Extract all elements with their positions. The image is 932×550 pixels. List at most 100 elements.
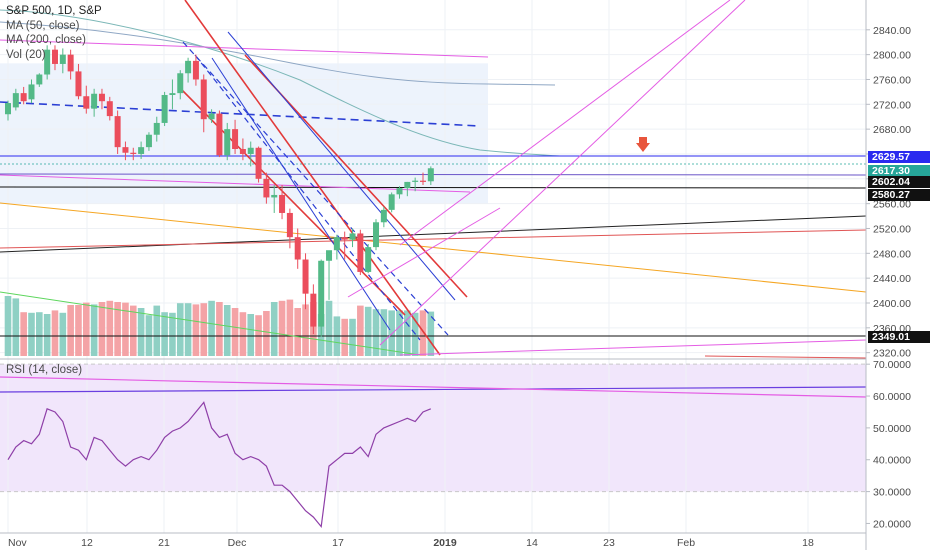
volume-bar [247,314,255,356]
volume-bar [153,305,161,356]
candle [232,119,239,154]
volume-bar [349,318,356,356]
y-tick-label: 2760.00 [873,74,911,86]
volume-bar [20,312,27,356]
volume-bar [404,310,411,356]
volume-bar [223,305,231,356]
candle-body [12,93,19,108]
volume-bar [59,312,67,356]
candle [412,177,419,192]
candle-body [286,212,293,238]
candle-body [5,103,11,115]
candle [333,234,340,260]
candle [153,116,160,142]
x-tick-label: 12 [81,537,93,549]
trendline [0,174,471,193]
candle [130,147,137,161]
candle [318,259,325,337]
candle-body [161,94,168,123]
candlestick-series [5,45,434,337]
candle [36,73,43,87]
volume-bar [239,312,247,356]
candle [91,88,98,117]
volume-bar [122,302,129,356]
ma200-line [0,21,556,86]
rsi-tick-label: 50.0000 [873,423,911,435]
candle [192,54,199,86]
volume-bar [200,303,208,356]
candle [365,244,372,274]
volume-bar [278,300,286,356]
volume-bar [137,308,145,356]
volume-bar [357,305,364,356]
volume-bar [263,311,270,356]
y-tick-label: 2400.00 [873,298,911,310]
candle-body [28,84,35,100]
rsi-tick-label: 60.0000 [873,391,911,403]
down-arrow-marker [639,137,647,144]
candle-body [271,194,278,198]
candle-body [294,237,301,260]
candle-body [412,180,419,182]
x-tick-label: 23 [603,537,615,549]
candle-body [349,233,356,240]
volume-bar [169,312,176,356]
candle [145,132,152,151]
candle [396,186,403,199]
trendline [704,355,867,359]
ma50-label: MA (50, close) [6,19,80,32]
y-tick-label: 2720.00 [873,99,911,111]
trendline [399,339,867,356]
candle-body [373,222,380,248]
candle-body [388,194,395,210]
volume-bar [36,312,43,356]
volume-bar [388,310,395,356]
volume-bar [114,302,121,356]
candle [255,146,262,183]
volume-bar [325,300,333,356]
candle-body [36,74,43,85]
volume-label: Vol (20) [6,48,46,61]
rsi-trendline [0,376,867,398]
candle-body [318,260,325,327]
trendline [0,291,421,356]
candle-body [91,93,98,109]
candle-body [333,237,340,251]
candle [326,250,333,300]
candle-body [263,178,270,198]
candle-body [341,237,348,240]
candle [67,49,74,80]
candle [294,228,301,269]
candle [122,141,129,161]
channel-line [184,0,441,356]
price-badge: 2617.30 [868,165,930,177]
y-tick-label: 2560.00 [873,199,911,211]
candle [5,100,11,121]
candle [185,57,192,83]
candle-body [380,209,387,223]
channel-line [194,54,421,341]
candle [138,141,145,159]
y-tick-label: 2320.00 [873,348,911,360]
volume-bar [364,306,372,356]
candle-body [427,168,434,182]
x-tick-label: Nov [8,537,27,549]
volume-bar [12,298,20,356]
volume-bar [231,308,239,356]
volume-bar [396,310,403,356]
x-tick-label: 21 [158,537,170,549]
volume-bar [83,302,90,356]
volume-bar [161,312,168,356]
volume-bar [216,302,223,356]
candle-body [247,147,254,154]
volume-bar [90,304,98,356]
channel-line [227,31,456,301]
candle [427,166,434,186]
ma50-line [0,9,561,157]
channel-line [399,0,731,246]
candle [388,192,395,213]
candle [247,141,254,167]
trendline [0,215,867,253]
candle-body [138,147,145,154]
